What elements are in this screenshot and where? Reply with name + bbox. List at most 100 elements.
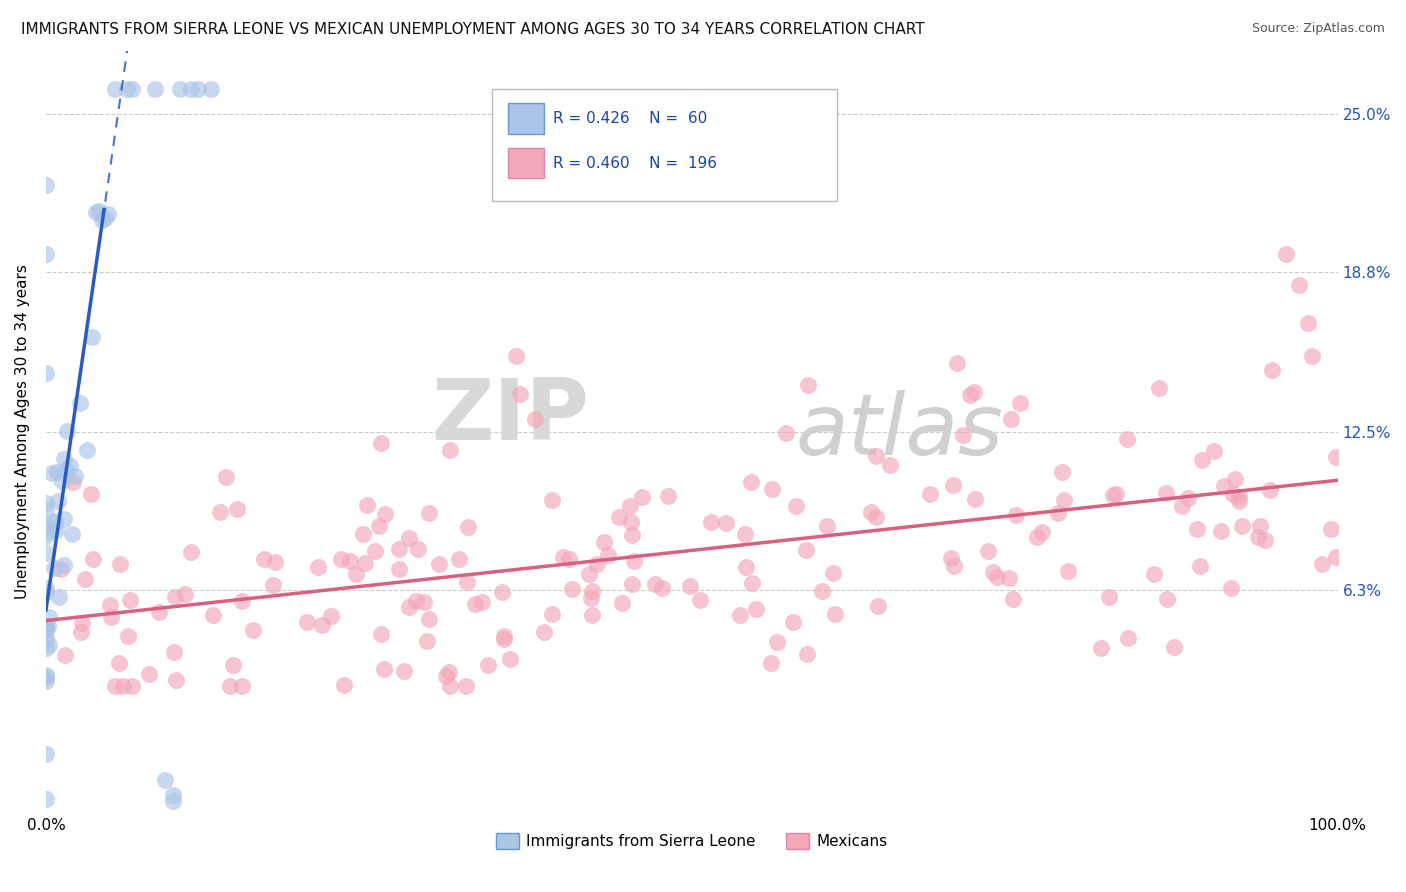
Point (471, 595, 494, 609)
Point (398, 599, 420, 614)
Point (163, 590, 186, 604)
Legend: Immigrants from Sierra Leone, Mexicans: Immigrants from Sierra Leone, Mexicans (489, 827, 894, 855)
Point (398, 531, 420, 545)
Point (330, 552, 353, 566)
Point (41, 467, 63, 481)
Point (44, 514, 66, 528)
Point (202, 607, 225, 622)
Point (491, 585, 513, 599)
Point (392, 664, 415, 678)
Point (477, 657, 499, 672)
Point (1227, 490, 1250, 504)
Point (35, 247, 58, 261)
Point (87, 204, 110, 219)
Point (1312, 557, 1334, 571)
Point (557, 552, 579, 566)
Point (439, 679, 461, 693)
Point (367, 519, 389, 533)
Point (700, 515, 723, 529)
Point (492, 632, 515, 646)
Point (84, 205, 107, 219)
Point (741, 576, 763, 591)
Point (761, 657, 783, 671)
Point (865, 510, 887, 524)
Point (1261, 363, 1284, 377)
Point (35, 581, 58, 595)
Point (1219, 581, 1241, 595)
Point (977, 544, 1000, 558)
Point (46, 493, 69, 508)
Point (728, 608, 751, 623)
Point (55, 424, 77, 438)
Point (52, 512, 75, 526)
Point (215, 470, 238, 484)
Point (364, 543, 387, 558)
Point (952, 427, 974, 442)
Point (408, 541, 430, 556)
Point (38, 638, 60, 652)
Point (418, 612, 440, 626)
Point (1115, 432, 1137, 446)
Point (586, 557, 609, 571)
Point (1225, 472, 1247, 486)
Point (91, 213, 114, 227)
Point (1031, 524, 1053, 539)
Point (1154, 486, 1177, 500)
Point (311, 617, 333, 632)
Point (815, 519, 838, 533)
Point (162, 793, 184, 807)
Point (1053, 493, 1076, 508)
Point (219, 679, 242, 693)
Text: ZIP: ZIP (430, 376, 589, 458)
Point (416, 633, 439, 648)
Point (35, 624, 58, 638)
Point (35, 584, 58, 599)
Point (620, 528, 643, 542)
Point (69, 396, 91, 410)
Point (117, 629, 139, 643)
Point (1232, 519, 1254, 533)
Point (339, 554, 361, 568)
Point (352, 527, 374, 541)
Point (388, 562, 411, 576)
Point (794, 543, 817, 558)
Point (879, 458, 901, 472)
Point (619, 499, 641, 513)
Point (1296, 316, 1319, 330)
Point (679, 579, 702, 593)
Point (761, 482, 783, 496)
Point (986, 569, 1008, 583)
Point (69, 625, 91, 640)
Point (714, 516, 737, 531)
Point (509, 387, 531, 401)
Point (35, 519, 58, 533)
Point (388, 541, 411, 556)
Point (356, 498, 378, 512)
Point (464, 597, 486, 611)
Point (307, 559, 329, 574)
Point (35, 546, 58, 560)
Point (623, 554, 645, 568)
Point (35, 632, 58, 646)
Point (174, 587, 197, 601)
Point (1046, 506, 1069, 520)
Point (143, 82, 166, 96)
Point (1000, 412, 1022, 426)
Point (187, 82, 209, 96)
Point (44, 516, 66, 531)
Point (165, 673, 187, 688)
Point (262, 578, 284, 592)
Text: Source: ZipAtlas.com: Source: ZipAtlas.com (1251, 22, 1385, 36)
Point (46, 465, 69, 479)
Point (1275, 247, 1298, 261)
Point (593, 535, 616, 549)
Point (53, 451, 76, 466)
Point (222, 657, 245, 672)
Point (321, 608, 343, 623)
Text: IMMIGRANTS FROM SIERRA LEONE VS MEXICAN UNEMPLOYMENT AMONG AGES 30 TO 34 YEARS C: IMMIGRANTS FROM SIERRA LEONE VS MEXICAN … (21, 22, 925, 37)
Point (35, 621, 58, 635)
Point (651, 582, 673, 596)
Point (1105, 487, 1128, 501)
Point (1324, 549, 1347, 564)
Point (100, 610, 122, 624)
